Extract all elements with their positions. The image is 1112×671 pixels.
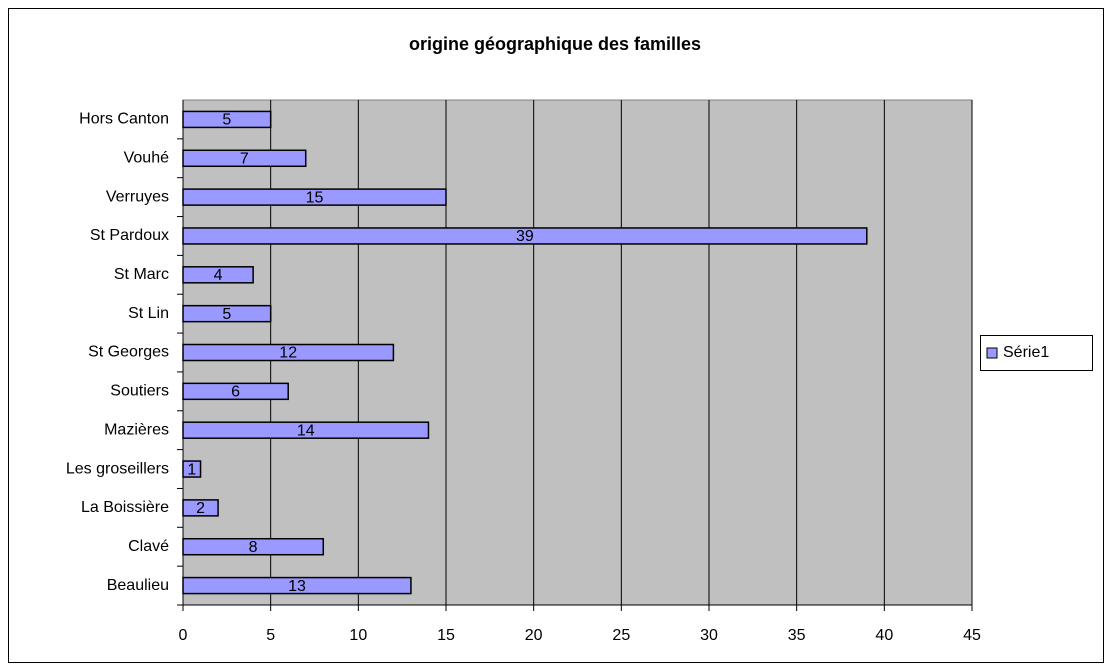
x-tick-label: 15 (437, 627, 455, 644)
y-tick-label: Hors Canton (79, 111, 169, 128)
data-label: 5 (222, 306, 231, 323)
bar (182, 537, 325, 556)
y-tick-label: St Georges (88, 344, 169, 361)
x-tick-label: 40 (875, 627, 893, 644)
y-tick-label: Beaulieu (107, 577, 169, 594)
data-label: 5 (222, 112, 231, 129)
x-tick-label: 0 (179, 627, 188, 644)
legend-label: Série1 (1003, 344, 1049, 361)
data-label: 15 (306, 189, 324, 206)
legend-swatch (986, 347, 998, 359)
x-tick-label: 5 (266, 627, 275, 644)
y-tick-label: Clavé (128, 538, 169, 555)
y-tick-label: St Marc (114, 266, 169, 283)
x-tick-label: 10 (349, 627, 367, 644)
y-tick-label: Mazières (104, 421, 169, 438)
bar (182, 499, 219, 517)
bar (182, 188, 447, 206)
x-tick-label: 25 (612, 627, 630, 644)
bar (182, 227, 868, 245)
bar (182, 382, 289, 401)
x-tick-label: 30 (700, 627, 718, 644)
y-tick-label: St Pardoux (90, 227, 169, 244)
bar (182, 304, 272, 323)
bar (182, 266, 254, 284)
legend-box (980, 335, 1093, 371)
data-label: 39 (516, 228, 534, 245)
data-label: 6 (231, 384, 240, 401)
data-label: 2 (196, 500, 205, 517)
data-label: 7 (240, 150, 249, 167)
bar (182, 460, 202, 478)
data-label: 12 (279, 345, 297, 362)
y-tick-label: Vouhé (124, 149, 169, 166)
data-label: 8 (249, 539, 258, 556)
data-label: 4 (214, 267, 223, 284)
bar (182, 110, 272, 129)
bar (182, 343, 395, 362)
x-tick-label: 20 (525, 627, 543, 644)
y-tick-label: Verruyes (106, 188, 169, 205)
x-tick-label: 45 (963, 627, 981, 644)
chart-title: origine géographique des familles (409, 34, 701, 54)
bar (182, 576, 412, 595)
data-label: 1 (187, 461, 196, 478)
y-tick-label: Les groseillers (66, 460, 169, 477)
bar (182, 149, 307, 168)
y-tick-label: Soutiers (110, 383, 169, 400)
y-tick-label: La Boissière (81, 499, 169, 516)
data-label: 14 (297, 422, 315, 439)
y-tick-label: St Lin (128, 305, 169, 322)
data-label: 13 (288, 578, 306, 595)
bar (182, 421, 430, 439)
x-tick-label: 35 (788, 627, 806, 644)
